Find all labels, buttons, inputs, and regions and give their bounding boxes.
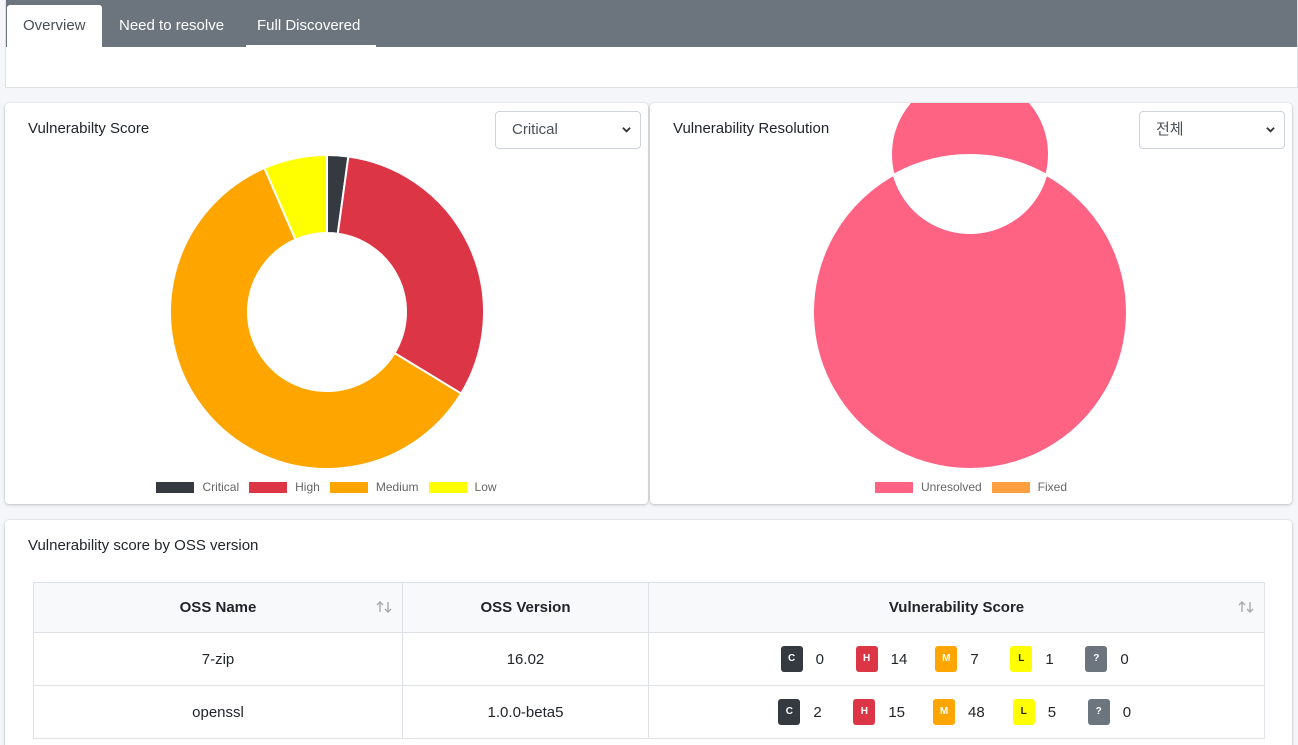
score-legend: Critical High Medium Low [5,480,648,494]
pie-slice-medium[interactable] [169,166,463,470]
pie-slice-high[interactable] [336,155,485,395]
severity-select[interactable]: Critical [495,111,641,149]
tab-need-to-resolve[interactable]: Need to resolve [119,17,225,34]
medium-badge: M [933,699,955,725]
low-badge: L [1012,699,1035,725]
legend-item-fixed[interactable]: Fixed [991,480,1067,494]
medium-count: 7 [970,650,979,668]
critical-count: 0 [815,650,824,668]
sort-icon[interactable] [376,600,392,614]
column-header-vulnerability-score[interactable]: Vulnerability Score [648,582,1265,633]
legend-item-unresolved[interactable]: Unresolved [874,480,982,494]
cell-oss-version: 1.0.0-beta5 [402,685,649,739]
resolution-card-title: Vulnerability Resolution [673,120,830,137]
tab-panel: Overview Need to resolve Full Discovered [5,0,1298,88]
unknown-badge: ? [1085,646,1108,672]
low-badge: L [1010,646,1033,672]
medium-count: 48 [968,703,985,721]
oss-card-title: Vulnerability score by OSS version [28,537,259,554]
tab-overview[interactable]: Overview [7,5,102,47]
chevron-down-icon [622,127,631,133]
tab-full-discovered[interactable]: Full Discovered [257,17,361,34]
oss-version-card: Vulnerability score by OSS version OSS N… [5,520,1292,745]
table-header-row: OSS Name OSS Version Vulnerability Score [33,582,1265,633]
unknown-badge: ? [1087,699,1110,725]
vulnerability-resolution-card: Vulnerability Resolution 전체 Unresolved F… [650,103,1292,504]
score-card-title: Vulnerabilty Score [28,120,150,137]
legend-item-medium[interactable]: Medium [329,480,419,494]
critical-count: 2 [813,703,822,721]
cell-oss-version: 16.02 [402,632,649,686]
critical-badge: C [778,699,801,725]
chevron-down-icon [1266,127,1275,133]
legend-item-low[interactable]: Low [428,480,497,494]
score-donut-chart [169,153,485,470]
critical-badge: C [780,646,803,672]
resolution-select-value: 전체 [1156,121,1184,138]
medium-badge: M [935,646,958,672]
resolution-donut-chart [812,103,1128,470]
pie-slice-unresolved[interactable] [812,103,1128,470]
tab-strip: Overview Need to resolve Full Discovered [6,0,1297,47]
low-count: 5 [1047,703,1057,721]
vulnerability-score-card: Vulnerabilty Score Critical Critical Hig… [5,103,648,504]
tab-underline [246,45,376,47]
sort-icon[interactable] [1238,600,1254,614]
resolution-select[interactable]: 전체 [1139,111,1285,149]
high-badge: H [853,699,876,725]
unknown-count: 0 [1120,650,1129,668]
legend-item-critical[interactable]: Critical [156,480,239,494]
severity-select-value: Critical [512,121,558,138]
high-count: 14 [890,650,908,668]
column-header-oss-version[interactable]: OSS Version [402,582,649,633]
oss-table: OSS Name OSS Version Vulnerability Score… [33,582,1265,739]
high-count: 15 [888,703,905,721]
column-header-oss-name[interactable]: OSS Name [33,582,403,633]
unknown-count: 0 [1122,703,1132,721]
cell-oss-name: openssl [33,685,403,739]
low-count: 1 [1045,650,1054,668]
resolution-legend: Unresolved Fixed [650,480,1292,494]
cell-oss-name: 7-zip [33,632,403,686]
pie-slice-low[interactable] [263,153,328,241]
legend-item-high[interactable]: High [249,480,320,494]
high-badge: H [855,646,878,672]
